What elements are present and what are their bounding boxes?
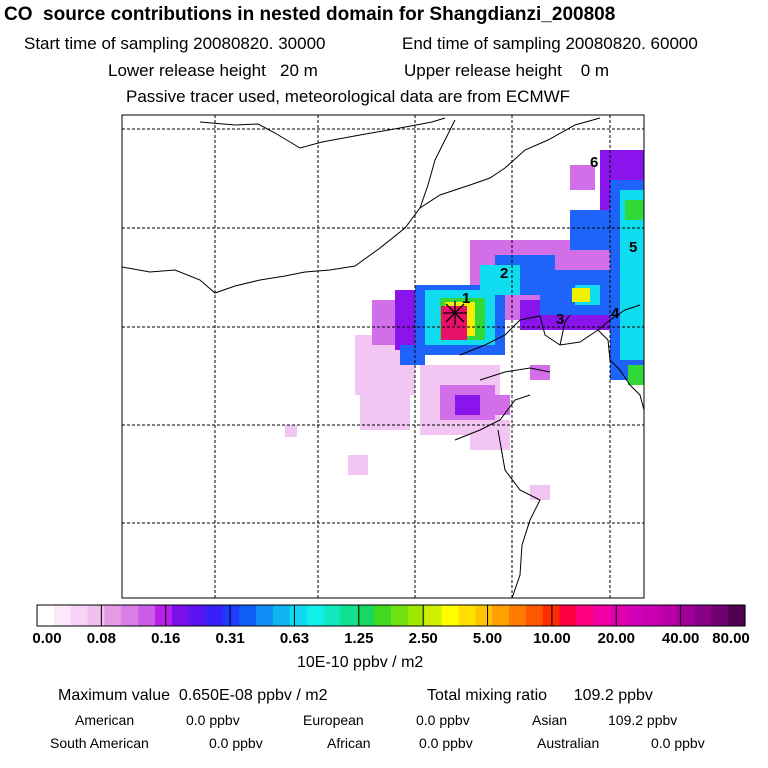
graticule xyxy=(122,115,644,598)
region-value-african: 0.0 ppbv xyxy=(419,735,473,751)
colorbar-separators xyxy=(100,605,682,626)
colorbar-cell xyxy=(424,605,443,626)
colorbar-cell xyxy=(525,605,544,626)
region-value-asian: 109.2 ppbv xyxy=(608,712,678,728)
colorbar-tick-label: 0.31 xyxy=(215,630,245,647)
station-marker-icon xyxy=(443,301,467,325)
colorbar-cell xyxy=(306,605,325,626)
colorbar-cell xyxy=(643,605,662,626)
colorbar-cell xyxy=(492,605,510,626)
colorbar-cell xyxy=(70,605,89,626)
colorbar-cell xyxy=(37,605,55,626)
colorbar-cell xyxy=(458,605,476,626)
colorbar-cell xyxy=(104,605,122,626)
colorbar-cell xyxy=(728,605,746,626)
colorbar-cell xyxy=(357,605,375,626)
colorbar-cell xyxy=(559,605,578,626)
colorbar-cell xyxy=(155,605,173,626)
colorbar-cell xyxy=(222,605,240,626)
colorbar-cell xyxy=(509,605,527,626)
region-name-asian: Asian xyxy=(532,712,568,728)
start-time-text: Start time of sampling 20080820. 30000 xyxy=(24,34,326,53)
region-name-european: European xyxy=(303,712,364,728)
end-time-text: End time of sampling 20080820. 60000 xyxy=(402,34,698,53)
colorbar-cell xyxy=(627,605,645,626)
region-value-south-american: 0.0 ppbv xyxy=(209,735,263,751)
station-label-6: 6 xyxy=(590,154,598,171)
map-frame xyxy=(121,114,645,599)
region-name-african: African xyxy=(327,735,371,751)
colorbar-tick-label: 0.63 xyxy=(279,630,310,647)
colorbar-cell xyxy=(593,605,611,626)
colorbar-cell xyxy=(475,605,493,626)
colorbar-tick-label: 0.16 xyxy=(151,630,181,647)
colorbar-tick-label: 20.00 xyxy=(597,630,636,647)
colorbar-cell xyxy=(188,605,207,626)
station-label-4: 4 xyxy=(611,305,620,322)
colorbar-tick-label: 0.08 xyxy=(86,630,116,647)
tracer-note-text: Passive tracer used, meteorological data… xyxy=(126,87,571,106)
colorbar-tick-label: 10.00 xyxy=(533,630,571,647)
colorbar-cell xyxy=(273,605,291,626)
plot-title: CO source contributions in nested domain… xyxy=(4,4,616,25)
station-label-2: 2 xyxy=(500,265,508,282)
colorbar-unit: 10E-10 ppbv / m2 xyxy=(297,654,424,671)
region-value-european: 0.0 ppbv xyxy=(416,712,470,728)
colorbar-cell xyxy=(239,605,257,626)
colorbar-cell xyxy=(289,605,308,626)
colorbar-cell xyxy=(256,605,274,626)
region-name-american: American xyxy=(75,712,135,728)
colorbar-cell xyxy=(374,605,392,626)
colorbar-cell xyxy=(205,605,224,626)
colorbar-cell xyxy=(576,605,594,626)
upper-release-text: Upper release height 0 m xyxy=(404,61,610,80)
maximum-value-text: Maximum value 0.650E-08 ppbv / m2 xyxy=(58,687,328,704)
region-name-south-american: South American xyxy=(50,735,149,751)
colorbar-tick-label: 80.00 xyxy=(712,630,750,647)
coastlines-borders xyxy=(122,117,644,598)
colorbar-tick-label: 1.25 xyxy=(344,630,374,647)
colorbar-cell xyxy=(171,605,190,626)
colorbar-cell xyxy=(610,605,628,626)
colorbar-cell xyxy=(121,605,139,626)
colorbar-cell xyxy=(441,605,460,626)
colorbar-cells xyxy=(37,605,746,626)
colorbar-cell xyxy=(407,605,426,626)
colorbar-tick-label: 2.50 xyxy=(408,630,438,647)
region-value-american: 0.0 ppbv xyxy=(186,712,240,728)
colorbar-tick-label: 0.00 xyxy=(32,630,62,647)
colorbar-cell xyxy=(53,605,72,626)
colorbar-cell xyxy=(87,605,106,626)
region-value-australian: 0.0 ppbv xyxy=(651,735,705,751)
colorbar-cell xyxy=(323,605,342,626)
colorbar-cell xyxy=(694,605,712,626)
colorbar-cell xyxy=(711,605,729,626)
colorbar-cell xyxy=(660,605,679,626)
colorbar-cell xyxy=(391,605,409,626)
station-label-5: 5 xyxy=(629,239,637,256)
colorbar-cell xyxy=(138,605,156,626)
colorbar-cell xyxy=(340,605,358,626)
colorbar-cell xyxy=(677,605,696,626)
lower-release-text: Lower release height 20 m xyxy=(108,61,318,80)
station-label-1: 1 xyxy=(462,290,470,307)
colorbar-tick-label: 40.00 xyxy=(661,630,700,647)
colorbar-tick-label: 5.00 xyxy=(472,630,503,647)
total-mixing-text: Total mixing ratio 109.2 ppbv xyxy=(427,687,653,704)
station-label-3: 3 xyxy=(556,311,564,328)
colorbar-frame xyxy=(36,604,746,627)
region-name-australian: Australian xyxy=(537,735,600,751)
